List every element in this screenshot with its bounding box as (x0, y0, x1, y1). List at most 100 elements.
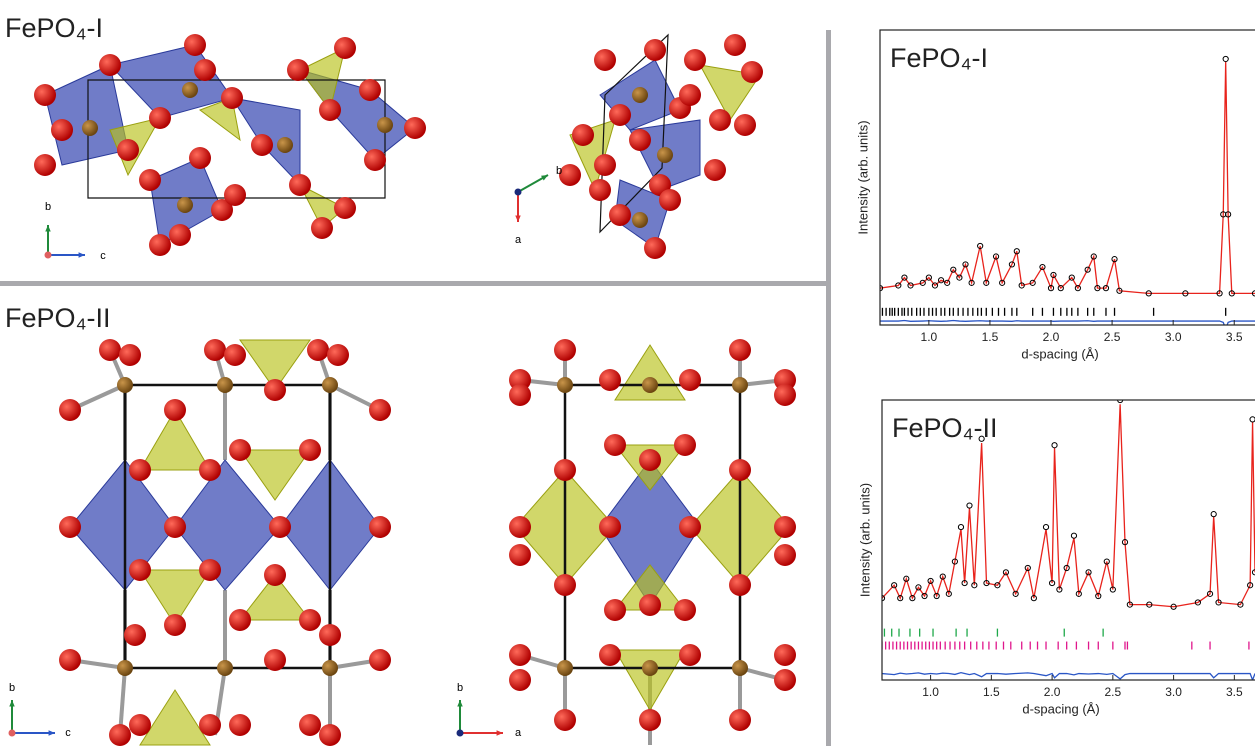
axis-label: c (65, 727, 71, 739)
axis-origin (44, 251, 52, 259)
observed-point (1215, 599, 1222, 606)
observed-point (907, 282, 914, 289)
o-atom (679, 369, 701, 391)
polyhedron (614, 649, 686, 711)
o-atom (369, 649, 391, 671)
structure-title: FePO₄-I (5, 13, 103, 43)
x-tick-label: 2.5 (1104, 330, 1121, 344)
fe-atom (182, 82, 198, 98)
axis-origin (8, 729, 16, 737)
o-atom (149, 234, 171, 256)
bond (118, 667, 127, 736)
observed-point (1063, 564, 1070, 572)
o-atom (264, 564, 286, 586)
chart-title: FePO₄-II (892, 413, 998, 443)
o-atom (139, 169, 161, 191)
observed-point (915, 584, 922, 591)
fe-atom (732, 377, 748, 393)
observed-point (937, 277, 945, 284)
o-atom (554, 709, 576, 731)
o-atom (129, 459, 151, 481)
observed-point (950, 266, 957, 273)
axis-label: b (556, 165, 562, 177)
axis-label: b (45, 201, 51, 213)
observed-point (961, 579, 968, 587)
arrow-head (45, 225, 51, 232)
o-atom (229, 609, 251, 631)
o-atom (307, 339, 329, 361)
o-atom (99, 54, 121, 76)
o-atom (629, 129, 651, 151)
observed-point (1068, 274, 1075, 281)
axis-label: a (515, 234, 522, 246)
observed-point (1111, 256, 1118, 263)
o-atom (554, 459, 576, 481)
observed-point (1222, 55, 1229, 63)
o-atom (149, 107, 171, 129)
o-atom (224, 184, 246, 206)
observed-point (1047, 285, 1055, 292)
fe-atom (277, 137, 293, 153)
observed-point (1094, 285, 1101, 292)
x-tick-label: 3.5 (1226, 685, 1243, 699)
o-atom (609, 204, 631, 226)
plot (880, 55, 1255, 325)
observed-point (957, 523, 965, 531)
observed-point (1029, 279, 1036, 286)
observed-point (1249, 416, 1255, 423)
o-atom (644, 39, 666, 61)
observed-point (1051, 442, 1058, 449)
fe-atom (322, 660, 338, 676)
o-atom (264, 649, 286, 671)
observed-point (1057, 285, 1064, 292)
x-tick-label: 1.5 (983, 685, 1000, 699)
o-atom (559, 164, 581, 186)
o-atom (129, 714, 151, 736)
fe-atom (177, 197, 193, 213)
o-atom (774, 644, 796, 666)
o-atom (639, 449, 661, 471)
o-atom (109, 724, 131, 746)
observed-point (977, 242, 984, 250)
axis-origin (456, 729, 464, 737)
o-atom (129, 559, 151, 581)
o-atom (189, 147, 211, 169)
x-tick-label: 2.0 (1044, 685, 1061, 699)
o-atom (684, 49, 706, 71)
o-atom (734, 114, 756, 136)
observed-point (944, 279, 951, 286)
fe-atom (657, 147, 673, 163)
structure-title: FePO₄-II (5, 303, 111, 333)
polyhedron (238, 574, 312, 621)
observed-point (921, 592, 928, 600)
polyhedron (298, 183, 346, 229)
observed-point (1117, 400, 1124, 404)
observed-point (903, 575, 910, 582)
profile-line (880, 319, 1255, 325)
profile-line (882, 672, 1255, 680)
o-atom (334, 37, 356, 59)
o-atom (704, 159, 726, 181)
fe-atom (642, 660, 658, 676)
axis-origin (514, 188, 522, 196)
o-atom (369, 516, 391, 538)
fe-atom (632, 87, 648, 103)
observed-point (1018, 282, 1025, 289)
observed-point (1012, 590, 1019, 597)
observed-point (1170, 603, 1177, 610)
o-atom (724, 34, 746, 56)
fe-atom (217, 377, 233, 393)
o-atom (287, 59, 309, 81)
observed-point (966, 502, 973, 509)
axis-label: c (100, 250, 106, 262)
o-atom (164, 516, 186, 538)
o-atom (251, 134, 273, 156)
arrow-head (457, 700, 463, 707)
x-tick-label: 3.0 (1165, 685, 1182, 699)
o-atom (289, 174, 311, 196)
observed-point (1048, 579, 1056, 587)
o-atom (554, 339, 576, 361)
o-atom (599, 516, 621, 538)
observed-point (1146, 601, 1153, 608)
o-atom (59, 516, 81, 538)
